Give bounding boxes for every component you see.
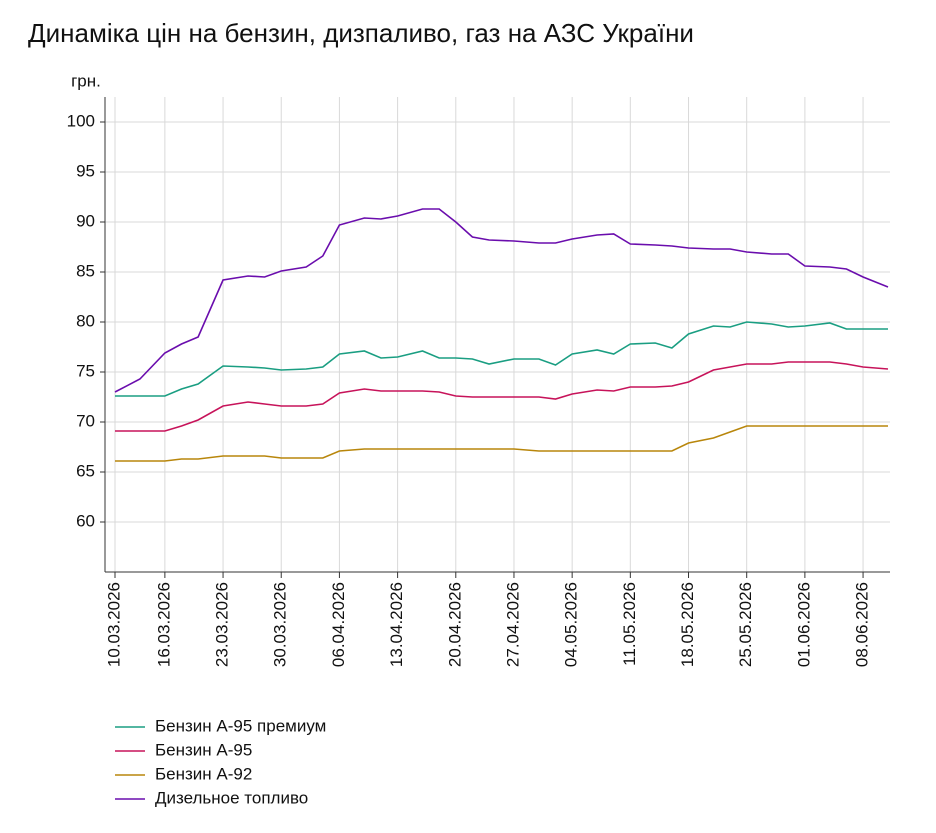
x-tick-label: 06.04.2026 xyxy=(329,582,348,667)
legend-label: Дизельное топливо xyxy=(155,788,308,807)
y-tick-label: 70 xyxy=(76,411,95,430)
series-line xyxy=(115,361,889,432)
x-tick-label: 10.03.2026 xyxy=(104,582,123,667)
chart-title: Динаміка цін на бензин, дизпаливо, газ н… xyxy=(28,18,694,48)
legend-label: Бензин А-95 премиум xyxy=(155,716,326,735)
x-tick-label: 25.05.2026 xyxy=(736,582,755,667)
y-tick-label: 80 xyxy=(76,311,95,330)
series-line xyxy=(114,208,889,393)
y-tick-label: 75 xyxy=(76,361,95,380)
x-tick-label: 16.03.2026 xyxy=(154,582,173,667)
y-tick-label: 95 xyxy=(76,161,95,180)
y-tick-label: 65 xyxy=(76,461,95,480)
x-tick-label: 20.04.2026 xyxy=(445,582,464,667)
y-tick-label: 85 xyxy=(76,261,95,280)
x-tick-label: 18.05.2026 xyxy=(678,582,697,667)
x-tick-label: 01.06.2026 xyxy=(794,582,813,667)
y-axis-label: грн. xyxy=(71,71,101,90)
series-line xyxy=(115,321,888,397)
x-tick-label: 27.04.2026 xyxy=(503,582,522,667)
legend-label: Бензин А-92 xyxy=(155,764,252,783)
x-tick-label: 30.03.2026 xyxy=(271,582,290,667)
legend-label: Бензин А-95 xyxy=(155,740,252,759)
y-tick-label: 60 xyxy=(76,511,95,530)
y-tick-label: 100 xyxy=(67,111,95,130)
x-tick-label: 08.06.2026 xyxy=(853,582,872,667)
x-tick-label: 13.04.2026 xyxy=(387,582,406,667)
x-tick-label: 23.03.2026 xyxy=(213,582,232,667)
y-tick-label: 90 xyxy=(76,211,95,230)
x-tick-label: 04.05.2026 xyxy=(562,582,581,667)
series-line xyxy=(115,425,888,462)
x-tick-label: 11.05.2026 xyxy=(620,582,639,666)
